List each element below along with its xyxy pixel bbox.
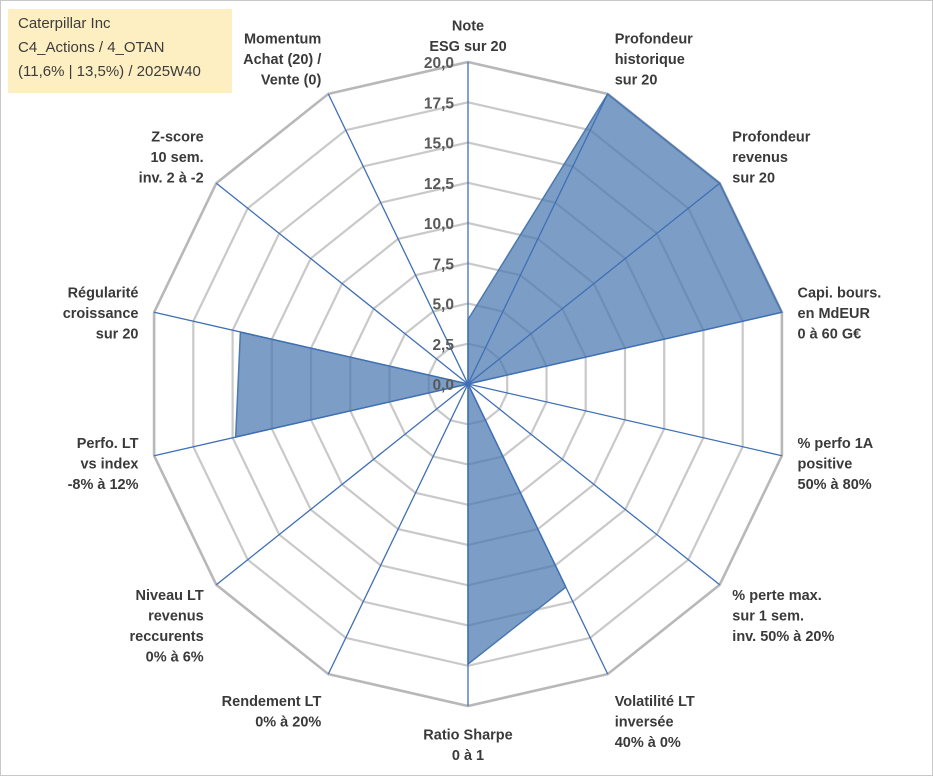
axis-label-13-line-3: inv. 2 à -2 — [139, 170, 204, 186]
axis-label-4-line-1: Capi. bours. — [798, 286, 882, 302]
axis-spoke-10 — [215, 383, 469, 586]
axis-label-14-line-2: Achat (20) / — [243, 52, 321, 68]
axis-label-6: % perte max. sur 1 sem. inv. 50% à 20% — [732, 588, 834, 645]
axis-label-3-line-2: revenus — [732, 150, 788, 166]
axis-label-10: Niveau LT revenus reccurents 0% à 6% — [130, 588, 204, 666]
axis-label-10-line-1: Niveau LT — [135, 588, 203, 604]
axis-label-5: % perfo 1A positive 50% à 80% — [798, 436, 874, 493]
axis-label-14-line-3: Vente (0) — [261, 73, 322, 89]
axis-label-7: Volatilité LT inversée 40% à 0% — [615, 694, 695, 751]
tick-label-layer: 0,0 2,5 5,0 7,5 10,0 12,5 15,0 17,5 20,0 — [424, 55, 455, 394]
axis-spoke-7 — [467, 383, 609, 675]
data-area-layer — [234, 93, 783, 665]
axis-label-13: Z-score 10 sem. inv. 2 à -2 — [139, 129, 204, 186]
axis-label-2-line-3: sur 20 — [615, 73, 658, 89]
tick-label-6: 15,0 — [424, 136, 454, 153]
axis-label-4-line-2: en MdEUR — [798, 306, 871, 322]
tick-label-2: 5,0 — [432, 297, 454, 314]
axis-label-3-line-1: Profondeur — [732, 129, 810, 145]
axis-label-7-line-2: inversée — [615, 715, 674, 731]
axis-label-4: Capi. bours. en MdEUR 0 à 60 G€ — [798, 286, 882, 343]
axis-label-3-line-3: sur 20 — [732, 170, 775, 186]
axis-label-5-line-1: % perfo 1A — [798, 436, 874, 452]
tick-label-4: 10,0 — [424, 216, 454, 233]
tick-label-3: 7,5 — [432, 256, 454, 273]
axis-label-8-line-2: 0 à 1 — [452, 748, 484, 764]
axis-label-8: Ratio Sharpe 0 à 1 — [423, 728, 512, 765]
spoke-layer — [153, 62, 783, 706]
axis-label-11: Perfo. LT vs index -8% à 12% — [68, 436, 139, 493]
axis-label-8-line-1: Ratio Sharpe — [423, 728, 512, 744]
axis-label-4-line-3: 0 à 60 G€ — [798, 327, 862, 343]
axis-label-7-line-3: 40% à 0% — [615, 735, 681, 751]
tick-label-0: 0,0 — [432, 377, 454, 394]
title-line-company: Caterpillar Inc — [18, 15, 111, 32]
axis-label-7-line-1: Volatilité LT — [615, 694, 695, 710]
axis-label-12-line-3: sur 20 — [96, 327, 139, 343]
data-series-area — [234, 93, 783, 665]
axis-label-11-line-3: -8% à 12% — [68, 477, 139, 493]
axis-spoke-12 — [153, 311, 469, 385]
title-line-period: (11,6% | 13,5%) / 2025W40 — [18, 63, 201, 80]
axis-label-12: Régularité croissance sur 20 — [63, 286, 139, 343]
axis-spoke-6 — [467, 383, 721, 586]
tick-label-5: 12,5 — [424, 176, 455, 193]
axis-label-2-line-2: historique — [615, 52, 685, 68]
axis-spoke-9 — [327, 383, 469, 675]
tick-label-7: 17,5 — [424, 95, 455, 112]
axis-label-9: Rendement LT 0% à 20% — [222, 694, 322, 731]
chart-title-box: Caterpillar Inc C4_Actions / 4_OTAN (11,… — [8, 9, 232, 93]
axis-label-1-line-2: ESG sur 20 — [429, 39, 506, 55]
axis-label-2: Profondeur historique sur 20 — [615, 32, 693, 89]
axis-label-10-line-2: revenus — [148, 609, 204, 625]
axis-label-13-line-1: Z-score — [151, 129, 203, 145]
axis-label-9-line-2: 0% à 20% — [255, 715, 321, 731]
axis-spoke-3 — [467, 182, 721, 385]
axis-label-13-line-2: 10 sem. — [150, 150, 203, 166]
axis-label-5-line-2: positive — [798, 457, 853, 473]
axis-spoke-14 — [327, 93, 469, 385]
axis-spoke-2 — [467, 93, 609, 385]
axis-spoke-5 — [467, 383, 783, 457]
axis-label-6-line-3: inv. 50% à 20% — [732, 629, 834, 645]
tick-label-8: 20,0 — [424, 55, 454, 72]
axis-label-6-line-2: sur 1 sem. — [732, 609, 804, 625]
axis-label-layer: Note ESG sur 20 Profondeur historique sur 20… — [63, 19, 882, 765]
title-line-portfolio: C4_Actions / 4_OTAN — [18, 39, 165, 56]
axis-label-5-line-3: 50% à 80% — [798, 477, 872, 493]
axis-label-10-line-4: 0% à 6% — [146, 650, 204, 666]
axis-label-11-line-2: vs index — [80, 457, 138, 473]
axis-label-9-line-1: Rendement LT — [222, 694, 322, 710]
axis-spoke-13 — [215, 182, 469, 385]
axis-label-14: Momentum Achat (20) / Vente (0) — [243, 32, 321, 89]
axis-label-11-line-1: Perfo. LT — [77, 436, 139, 452]
axis-label-12-line-2: croissance — [63, 306, 139, 322]
axis-spoke-4 — [467, 311, 783, 385]
axis-label-1-line-1: Note — [452, 19, 484, 35]
axis-spoke-11 — [153, 383, 469, 457]
axis-label-3: Profondeur revenus sur 20 — [732, 129, 810, 186]
axis-label-2-line-1: Profondeur — [615, 32, 693, 48]
tick-label-1: 2,5 — [432, 337, 454, 354]
axis-label-14-line-1: Momentum — [244, 32, 321, 48]
axis-label-6-line-1: % perte max. — [732, 588, 821, 604]
axis-label-1: Note ESG sur 20 — [429, 19, 506, 56]
axis-label-12-line-1: Régularité — [68, 286, 139, 302]
axis-label-10-line-3: reccurents — [130, 629, 204, 645]
